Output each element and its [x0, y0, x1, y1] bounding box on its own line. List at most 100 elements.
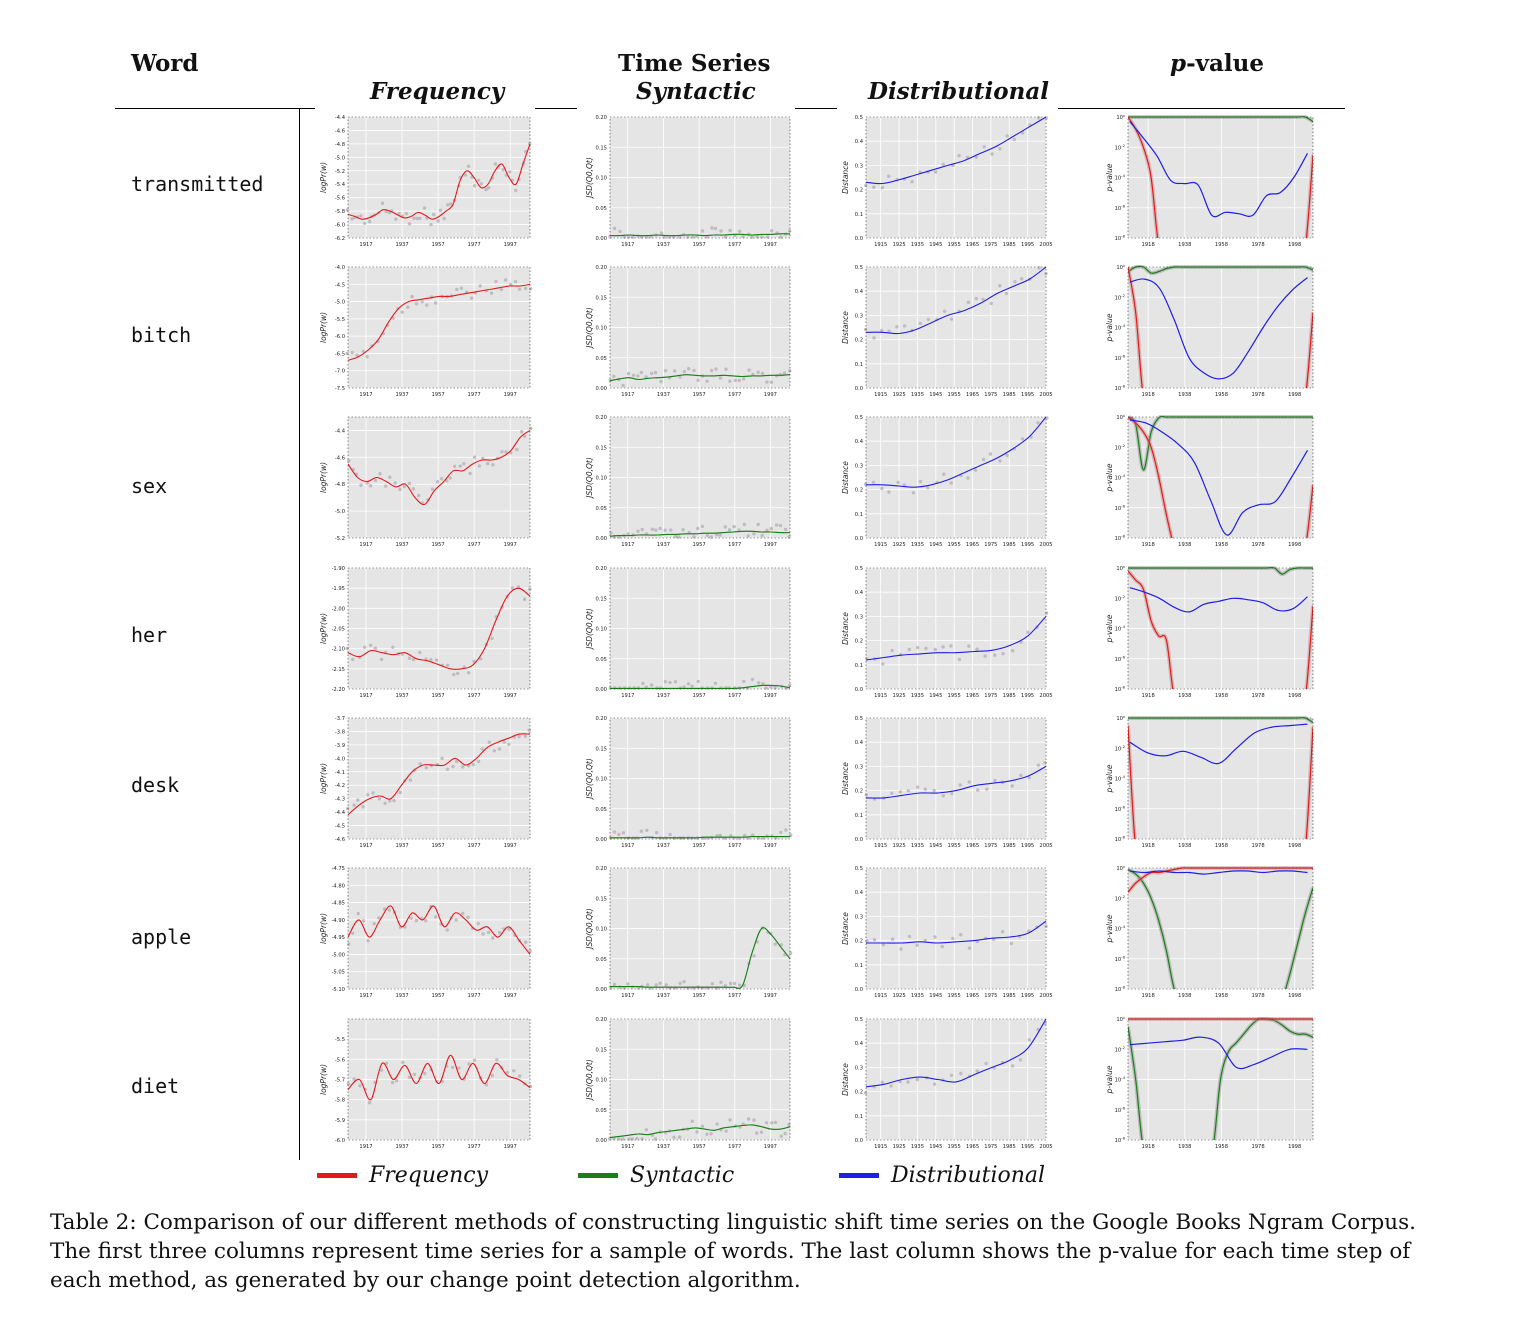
data-point [644, 1128, 649, 1132]
data-point [424, 766, 428, 770]
y-axis-label: Distance [841, 612, 850, 645]
data-point [974, 155, 978, 159]
y-tick-label: -4.6 [335, 128, 345, 134]
data-point [351, 657, 355, 662]
x-tick-label: 1978 [1251, 993, 1264, 999]
header-time-series: Time Series [618, 50, 771, 77]
x-tick-label: 1918 [1142, 993, 1155, 999]
data-point [455, 759, 459, 764]
data-point [710, 982, 715, 986]
data-point [715, 1122, 719, 1126]
data-point [993, 778, 997, 783]
data-point [673, 534, 678, 539]
y-tick-label: 0.0 [855, 837, 863, 843]
y-axis-label: Distance [841, 161, 850, 194]
y-tick-label: 0.05 [595, 1108, 607, 1114]
data-point [1036, 1027, 1040, 1032]
data-point [361, 805, 365, 809]
x-tick-label: 1937 [657, 1144, 670, 1150]
data-point [668, 680, 672, 685]
x-tick-label: 1955 [948, 242, 961, 248]
data-point [779, 830, 783, 835]
data-point [1019, 773, 1023, 777]
data-point [401, 1060, 405, 1065]
frequency-line [347, 905, 531, 955]
data-point [773, 686, 777, 690]
x-tick-label: 1935 [911, 1144, 924, 1150]
x-tick-label: 1978 [1251, 242, 1264, 248]
data-point [454, 918, 458, 922]
data-point [484, 187, 488, 192]
x-tick-label: 1918 [1142, 843, 1155, 849]
data-point [438, 208, 443, 212]
freq-plot-transmitted: 1917 1937 1957 1977 1997 -4.4 -4.6 -4.8 -5.0 -5.2… [319, 115, 532, 248]
data-point [728, 228, 732, 233]
y-tick-label: 10⁰ [1116, 716, 1125, 722]
y-tick-label: 0.00 [595, 687, 607, 693]
syntactic-line [609, 1124, 791, 1139]
data-point [783, 527, 788, 532]
data-point [678, 375, 682, 379]
data-point [761, 836, 765, 840]
x-tick-label: 1935 [911, 542, 924, 548]
y-tick-label: 0.0 [855, 1138, 863, 1144]
x-tick-label: 2005 [1039, 242, 1052, 248]
data-point [527, 728, 531, 732]
data-point [425, 303, 429, 307]
y-tick-label: 0.2 [855, 188, 863, 194]
pvalue-distributional-line [1129, 870, 1308, 875]
y-tick-label: 0.00 [595, 987, 607, 993]
data-point [733, 378, 738, 383]
x-tick-label: 1985 [1003, 993, 1016, 999]
data-point [650, 527, 655, 531]
data-point [998, 147, 1002, 151]
pvalue-distributional-line [1129, 1036, 1308, 1070]
data-point [467, 1062, 471, 1066]
data-point [737, 378, 741, 383]
x-tick-label: 1975 [984, 542, 997, 548]
data-point [881, 662, 885, 666]
data-point [959, 1071, 963, 1076]
y-tick-label: 0.15 [595, 896, 607, 902]
data-point [782, 371, 787, 375]
y-axis-label: p-value [1105, 463, 1114, 492]
x-tick-label: 1977 [468, 242, 481, 248]
y-tick-label: 0.20 [595, 115, 607, 121]
x-tick-label: 1937 [657, 693, 670, 699]
legend-label-syntactic: Syntactic [630, 1162, 735, 1188]
data-point [507, 742, 511, 746]
data-point [626, 532, 630, 536]
data-point [759, 1130, 764, 1134]
y-axis-label: logPr(w) [319, 613, 328, 644]
x-tick-label: 1955 [948, 993, 961, 999]
y-tick-label: -6.0 [335, 1138, 345, 1144]
y-tick-label: 10-6 [1115, 804, 1126, 813]
data-point [769, 526, 773, 531]
x-tick-label: 1997 [504, 993, 517, 999]
data-point [346, 1082, 351, 1086]
data-point [394, 217, 398, 221]
data-point [458, 464, 462, 468]
x-tick-label: 1945 [929, 392, 942, 398]
data-point [709, 368, 714, 373]
data-point [459, 286, 464, 290]
y-tick-label: -3.8 [335, 729, 345, 735]
x-tick-label: 1998 [1288, 542, 1301, 548]
y-tick-label: -4.5 [335, 824, 345, 830]
data-point [368, 484, 373, 488]
data-point [779, 943, 784, 947]
data-point [523, 734, 527, 738]
data-point [411, 487, 415, 491]
x-tick-label: 1955 [948, 843, 961, 849]
y-tick-label: -4.90 [332, 918, 345, 924]
data-point [471, 762, 475, 767]
header-rule-dist [795, 108, 837, 109]
data-point [959, 933, 963, 937]
data-point [998, 284, 1002, 288]
y-tick-label: 0.4 [855, 289, 864, 295]
x-tick-label: 1997 [504, 693, 517, 699]
data-point [408, 778, 413, 782]
y-axis-label: Distance [841, 762, 850, 795]
data-point [690, 1119, 694, 1123]
y-tick-label: -6.0 [335, 334, 345, 340]
